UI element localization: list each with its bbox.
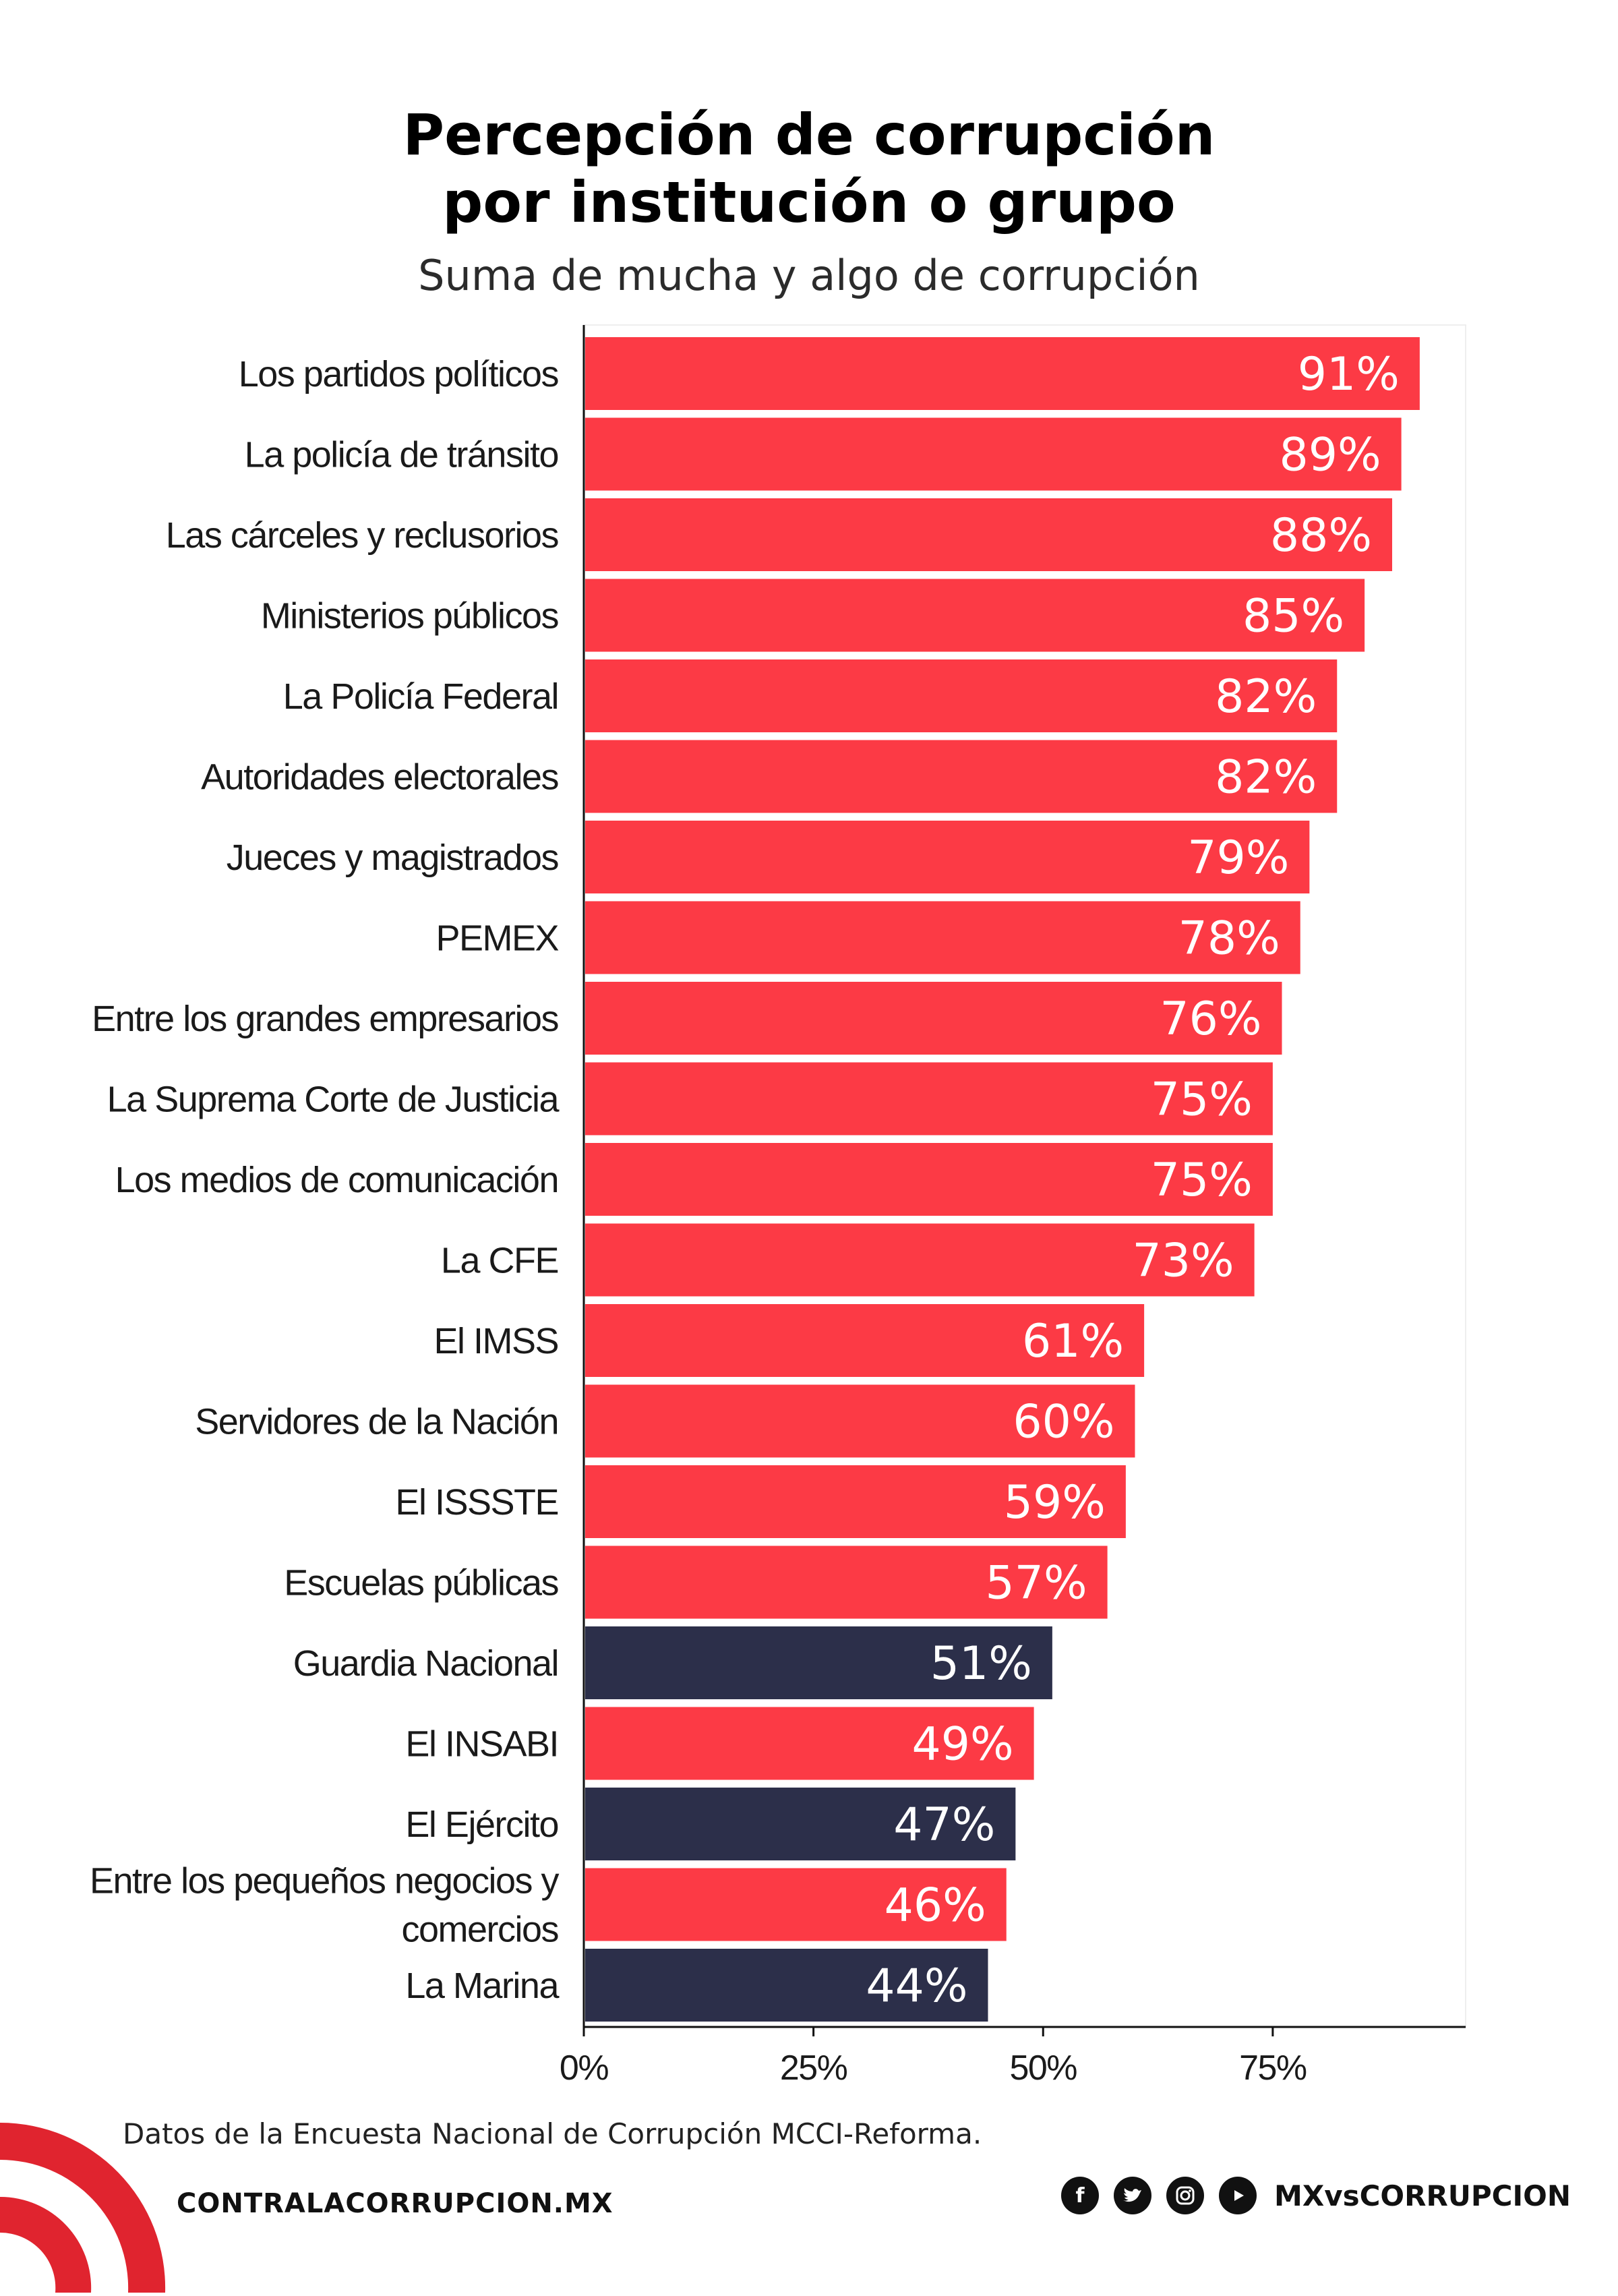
bar-value-label: 82% xyxy=(1215,751,1317,804)
bar xyxy=(585,417,1402,491)
category-label: Escuelas públicas xyxy=(284,1563,558,1603)
source-note: Datos de la Encuesta Nacional de Corrupc… xyxy=(123,2117,982,2150)
bar-value-label: 75% xyxy=(1151,1154,1253,1207)
x-axis-ticks-group: 0% 25% 50% 75% xyxy=(560,2027,1307,2088)
x-tick-label: 25% xyxy=(780,2049,847,2088)
value-labels-group: 91% 89% 88% 85% 82% 82% 79% 78% 76% 75% 75% 73%61% 6… xyxy=(866,348,1400,2013)
x-tick-label: 50% xyxy=(1009,2049,1077,2088)
bar xyxy=(585,1062,1273,1136)
chart-title-line-2: por institución o grupo xyxy=(442,169,1176,235)
bar-value-label: 82% xyxy=(1215,670,1317,724)
category-label: Jueces y magistrados xyxy=(227,837,559,878)
category-label: Guardia Nacional xyxy=(293,1643,558,1684)
category-label: Los partidos políticos xyxy=(239,354,559,394)
category-label: La Policía Federal xyxy=(283,676,558,717)
bar-value-label: 51% xyxy=(930,1637,1032,1690)
bar-value-label: 88% xyxy=(1270,509,1372,562)
category-label: La policía de tránsito xyxy=(245,435,558,475)
logo-inner-arc xyxy=(0,2197,92,2293)
facebook-icon[interactable]: f xyxy=(1061,2177,1100,2214)
bar-value-label: 76% xyxy=(1160,993,1261,1046)
bar-value-label: 79% xyxy=(1187,831,1289,885)
bar xyxy=(585,1465,1126,1538)
bar xyxy=(585,1788,1016,1860)
bar xyxy=(585,1626,1052,1699)
bar xyxy=(585,337,1420,410)
category-label: La Marina xyxy=(405,1966,560,2006)
bar-value-label: 85% xyxy=(1242,590,1344,643)
bar-value-label: 91% xyxy=(1298,348,1400,401)
bar-value-label: 57% xyxy=(985,1557,1087,1610)
chart-title: Percepción de corrupción por institución… xyxy=(0,101,1618,236)
brand-logo xyxy=(0,2111,175,2296)
category-label: La CFE xyxy=(441,1241,558,1281)
chart-subtitle: Suma de mucha y algo de corrupción xyxy=(418,251,1200,300)
category-label: Los medios de comunicación xyxy=(115,1160,558,1200)
logo-outer-arc xyxy=(0,2123,166,2293)
bars-group xyxy=(585,337,1420,2022)
bar xyxy=(585,1223,1255,1297)
category-label: Entre los grandes empresarios xyxy=(92,999,558,1039)
category-label: El IMSS xyxy=(433,1321,558,1361)
bar-value-label: 73% xyxy=(1132,1235,1234,1288)
category-label: El ISSSTE xyxy=(395,1482,558,1523)
chart-title-line-1: Percepción de corrupción xyxy=(402,102,1216,168)
category-label: Servidores de la Nación xyxy=(195,1402,558,1442)
bar xyxy=(585,982,1282,1055)
social-handle[interactable]: MXvsCORRUPCION xyxy=(1274,2179,1571,2212)
category-label: El INSABI xyxy=(405,1724,558,1765)
bar xyxy=(585,821,1310,893)
twitter-icon[interactable] xyxy=(1114,2177,1152,2214)
category-label: El Ejército xyxy=(405,1804,558,1845)
bar-value-label: 75% xyxy=(1151,1073,1253,1127)
bar xyxy=(585,1384,1135,1458)
social-links: f MXvsCORRUPCION xyxy=(1061,2177,1571,2214)
bar-value-label: 59% xyxy=(1004,1476,1106,1529)
x-tick-label: 75% xyxy=(1239,2049,1307,2088)
bar xyxy=(585,1304,1145,1377)
bar-value-label: 47% xyxy=(893,1798,995,1852)
bar xyxy=(585,659,1338,732)
category-labels-group: Los partidos políticos La policía de trán… xyxy=(90,354,561,2006)
category-label: Autoridades electorales xyxy=(201,757,558,798)
bar-value-label: 61% xyxy=(1022,1315,1124,1368)
bar xyxy=(585,901,1300,974)
bar-value-label: 46% xyxy=(885,1879,986,1933)
category-label: Ministerios públicos xyxy=(261,596,559,637)
instagram-icon[interactable] xyxy=(1166,2177,1205,2214)
bar xyxy=(585,1868,1007,1941)
category-label: Entre los pequeños negocios y comercios xyxy=(90,1861,559,1950)
bar-chart: Los partidos políticos La policía de trán… xyxy=(90,324,1466,2088)
bar-value-label: 60% xyxy=(1013,1396,1114,1449)
bar xyxy=(585,1143,1273,1216)
bar-value-label: 78% xyxy=(1178,912,1280,966)
category-label: Las cárceles y reclusorios xyxy=(166,515,559,556)
bar xyxy=(585,579,1365,652)
category-label: PEMEX xyxy=(436,918,558,959)
bar xyxy=(585,740,1338,813)
bar xyxy=(585,1949,988,2022)
bar-value-label: 49% xyxy=(911,1718,1013,1771)
x-tick-label: 0% xyxy=(560,2049,608,2088)
category-label: La Suprema Corte de Justicia xyxy=(107,1080,560,1120)
bar-value-label: 89% xyxy=(1279,429,1381,482)
bar xyxy=(585,498,1392,571)
bar xyxy=(585,1546,1108,1619)
youtube-icon[interactable] xyxy=(1219,2177,1257,2214)
bar-value-label: 44% xyxy=(866,1960,967,2013)
website-link[interactable]: CONTRALACORRUPCION.MX xyxy=(177,2188,613,2219)
bar xyxy=(585,1707,1034,1780)
